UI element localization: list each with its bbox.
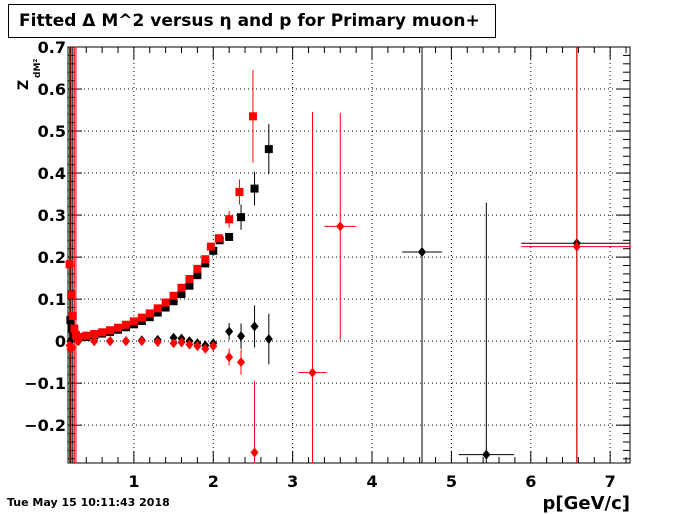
data-point-diamond [74,336,83,347]
data-point-square [98,328,107,337]
x-tick-label: 3 [287,472,298,491]
data-point-diamond [169,338,178,349]
data-point-diamond [106,336,115,347]
y-tick-label: 0.6 [38,80,66,99]
data-point-diamond [137,336,146,347]
data-point-diamond [308,367,317,378]
data-point-diamond [193,341,202,352]
data-point-square [248,112,257,121]
data-point-square [161,298,170,307]
data-point-diamond [169,332,178,343]
data-point-diamond [209,341,218,352]
y-tick-label: −0.2 [24,416,66,435]
data-point-diamond [250,447,259,458]
y-tick-label: 0.4 [38,164,66,183]
data-point-diamond [225,352,234,363]
data-point-diamond [572,241,581,252]
y-tick-label: −0.1 [24,374,66,393]
data-point-square [237,213,246,222]
title-box: Fitted Δ M^2 versus η and p for Primary … [8,4,496,38]
data-point-square [225,232,234,241]
y-tick-label: 0.5 [38,122,66,141]
data-point-square [65,260,74,269]
data-point-square [209,246,218,255]
data-point-diamond [336,221,345,232]
data-point-square [169,291,178,300]
data-point-square [106,326,115,335]
data-point-diamond [90,336,99,347]
data-point-square [177,290,186,299]
data-point-square [169,297,178,306]
y-tick-label: 0 [55,332,66,351]
data-point-square [193,264,202,273]
data-point-diamond [121,336,130,347]
data-point-square [137,313,146,322]
x-tick-label: 6 [525,472,536,491]
data-point-square [67,290,76,299]
data-point-square [90,329,99,338]
data-point-diamond [153,336,162,347]
data-point-square [121,320,130,329]
data-point-square [177,283,186,292]
data-point-diamond [185,339,194,350]
data-point-square [145,309,154,318]
data-point-diamond [237,331,246,342]
data-point-square [129,317,138,326]
data-point-diamond [264,334,273,345]
data-point-diamond [201,343,210,354]
data-point-square [68,311,77,320]
data-point-square [250,184,259,193]
x-tick-label: 1 [128,472,139,491]
data-point-square [153,308,162,317]
x-axis-title: p[GeV/c] [543,493,631,514]
data-point-diamond [177,337,186,348]
axes: 1 2 3 4 5 6 7 −0.2 −0.1 0 0.1 0.2 0.3 0.4 0.5 0.6 0.7 [24,38,630,491]
chart-title: Fitted Δ M^2 versus η and p for Primary … [19,11,480,31]
data-point-square [206,242,215,251]
y-axis-title: Z [16,80,32,90]
data-point-square [193,271,202,280]
y-tick-label: 0.2 [38,248,66,267]
data-point-square [214,234,223,243]
data-point-square [82,331,91,340]
data-point-diamond [250,321,259,332]
y-tick-label: 0.7 [38,38,66,57]
data-point-square [185,274,194,283]
x-tick-label: 7 [605,472,616,491]
data-point-diamond [225,326,234,337]
y-tick-label: 0.1 [38,290,66,309]
timestamp: Tue May 15 10:11:43 2018 [7,496,170,509]
data-point-square [70,324,79,333]
data-point-square [235,187,244,196]
data-point-diamond [482,449,491,460]
x-tick-label: 2 [208,472,219,491]
data-point-square [66,316,75,325]
data-point-square [201,255,210,264]
grid [68,46,630,463]
plot-frame [67,46,631,464]
data-point-square [185,281,194,290]
data-point-square [114,323,123,332]
x-tick-label: 4 [366,472,377,491]
data-point-square [161,303,170,312]
data-point-diamond [237,357,246,368]
data-point-square [225,215,234,224]
x-tick-label: 5 [446,472,457,491]
data-point-square [153,304,162,313]
data-point-square [201,259,210,268]
data-layer [65,47,630,463]
y-tick-label: 0.3 [38,206,66,225]
data-point-diamond [67,342,76,353]
y-axis-title-subscript: dM² [33,59,43,78]
data-point-diamond [418,247,427,258]
data-point-square [264,145,273,154]
y-axis-title-group: Z dM² [16,59,43,90]
